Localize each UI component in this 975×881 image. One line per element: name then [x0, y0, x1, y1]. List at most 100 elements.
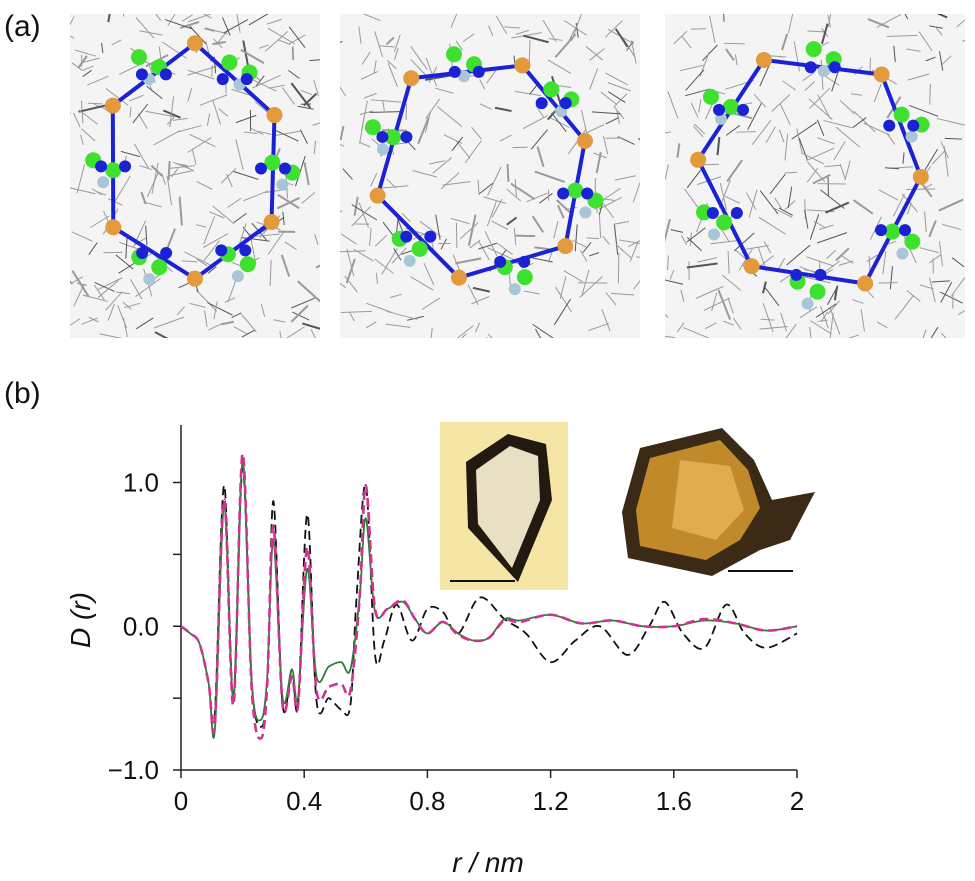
nitrogen-atom — [581, 187, 594, 200]
nitrogen-atom — [400, 230, 413, 243]
carbon-atom — [805, 41, 822, 58]
molecule-image-3 — [665, 14, 965, 338]
nitrogen-atom — [737, 103, 750, 116]
molecule-image-2 — [340, 14, 640, 338]
carbon-atom — [893, 106, 910, 123]
x-tick-label: 1.6 — [656, 786, 692, 816]
nitrogen-atom — [95, 160, 108, 173]
hydrogen-atom — [708, 228, 721, 241]
zinc-atom — [369, 187, 386, 204]
x-tick-label: 0.8 — [409, 786, 445, 816]
nitrogen-atom — [376, 130, 389, 143]
x-tick-label: 0 — [174, 786, 188, 816]
carbon-atom — [904, 233, 921, 250]
nitrogen-atom — [559, 97, 572, 110]
nitrogen-atom — [239, 244, 252, 257]
nitrogen-atom — [828, 61, 841, 74]
carbon-atom — [239, 256, 256, 273]
carbon-atom — [702, 88, 719, 105]
nitrogen-atom — [160, 246, 173, 259]
nitrogen-atom — [790, 268, 803, 281]
zinc-atom — [105, 219, 122, 236]
chart-series — [180, 452, 798, 740]
y-tick-label: 0.0 — [123, 611, 159, 641]
hydrogen-atom — [403, 254, 416, 267]
hydrogen-atom — [143, 273, 156, 286]
hydrogen-atom — [817, 65, 830, 78]
nitrogen-atom — [424, 230, 437, 243]
nitrogen-atom — [215, 244, 228, 257]
zinc-atom — [557, 238, 574, 255]
carbon-atom — [411, 240, 428, 257]
carbon-atom — [716, 214, 733, 231]
hydrogen-atom — [457, 70, 470, 83]
carbon-atom — [130, 49, 147, 66]
nitrogen-atom — [706, 206, 719, 219]
single-crystal-photo — [440, 422, 568, 590]
nitrogen-atom — [255, 162, 268, 175]
carbon-atom — [264, 154, 281, 171]
carbon-atom — [221, 54, 238, 71]
framework-wires — [70, 14, 320, 338]
carbon-atom — [364, 119, 381, 136]
nitrogen-atom — [518, 255, 531, 268]
chart-ticks: 0 0.4 0.8 1.2 1.6 2 −1.0 0.0 1.0 — [108, 468, 805, 817]
nitrogen-atom — [557, 187, 570, 200]
x-tick-label: 0.4 — [286, 786, 322, 816]
carbon-atom — [105, 162, 122, 179]
zinc-atom — [873, 66, 890, 83]
nitrogen-atom — [883, 119, 896, 132]
carbon-atom — [445, 46, 462, 63]
zinc-atom — [450, 269, 467, 286]
nitrogen-atom — [713, 103, 726, 116]
nitrogen-atom — [216, 73, 229, 86]
zif-ring — [364, 46, 604, 296]
hydrogen-atom — [97, 176, 110, 189]
carbon-atom — [809, 283, 826, 300]
nitrogen-atom — [135, 68, 148, 81]
zinc-atom — [857, 275, 874, 292]
nitrogen-atom — [472, 65, 485, 78]
nitrogen-atom — [730, 206, 743, 219]
nitrogen-atom — [907, 119, 920, 132]
carbon-atom — [722, 98, 739, 115]
carbon-atom — [384, 129, 401, 146]
x-tick-label: 1.2 — [533, 786, 569, 816]
hydrogen-atom — [231, 270, 244, 283]
glass-photo — [622, 428, 815, 576]
nitrogen-atom — [494, 255, 507, 268]
carbon-atom — [151, 259, 168, 276]
nitrogen-atom — [279, 162, 292, 175]
nitrogen-atom — [535, 97, 548, 110]
carbon-atom — [567, 182, 584, 199]
zinc-atom — [187, 270, 203, 287]
zinc-atom — [187, 35, 203, 52]
nitrogen-atom — [136, 246, 149, 259]
nitrogen-atom — [814, 268, 827, 281]
zinc-atom — [576, 132, 593, 149]
molecule-svg-3 — [665, 14, 965, 338]
pdf-chart: 0 0.4 0.8 1.2 1.6 2 −1.0 0.0 1.0 D (r) r / nm — [65, 422, 815, 878]
nitrogen-atom — [898, 224, 911, 237]
panel-label-a: (a) — [4, 10, 41, 43]
hydrogen-atom — [905, 130, 918, 143]
hydrogen-atom — [714, 112, 727, 125]
nitrogen-atom — [448, 65, 461, 78]
y-tick-label: 1.0 — [123, 468, 159, 498]
zinc-atom — [263, 214, 280, 231]
zinc-atom — [755, 51, 772, 68]
molecule-image-1 — [70, 14, 320, 338]
zif-ring — [690, 41, 930, 310]
molecule-svg-2 — [340, 14, 640, 338]
nitrogen-atom — [119, 160, 132, 173]
nitrogen-atom — [400, 130, 413, 143]
y-tick-label: −1.0 — [108, 755, 159, 785]
nitrogen-atom — [240, 73, 253, 86]
x-axis-label: r / nm — [452, 847, 524, 878]
hydrogen-atom — [896, 247, 909, 260]
carbon-atom — [516, 269, 533, 286]
hydrogen-atom — [579, 206, 592, 219]
zif-ring — [85, 35, 301, 287]
panel-label-b: (b) — [4, 377, 41, 410]
nitrogen-atom — [874, 224, 887, 237]
